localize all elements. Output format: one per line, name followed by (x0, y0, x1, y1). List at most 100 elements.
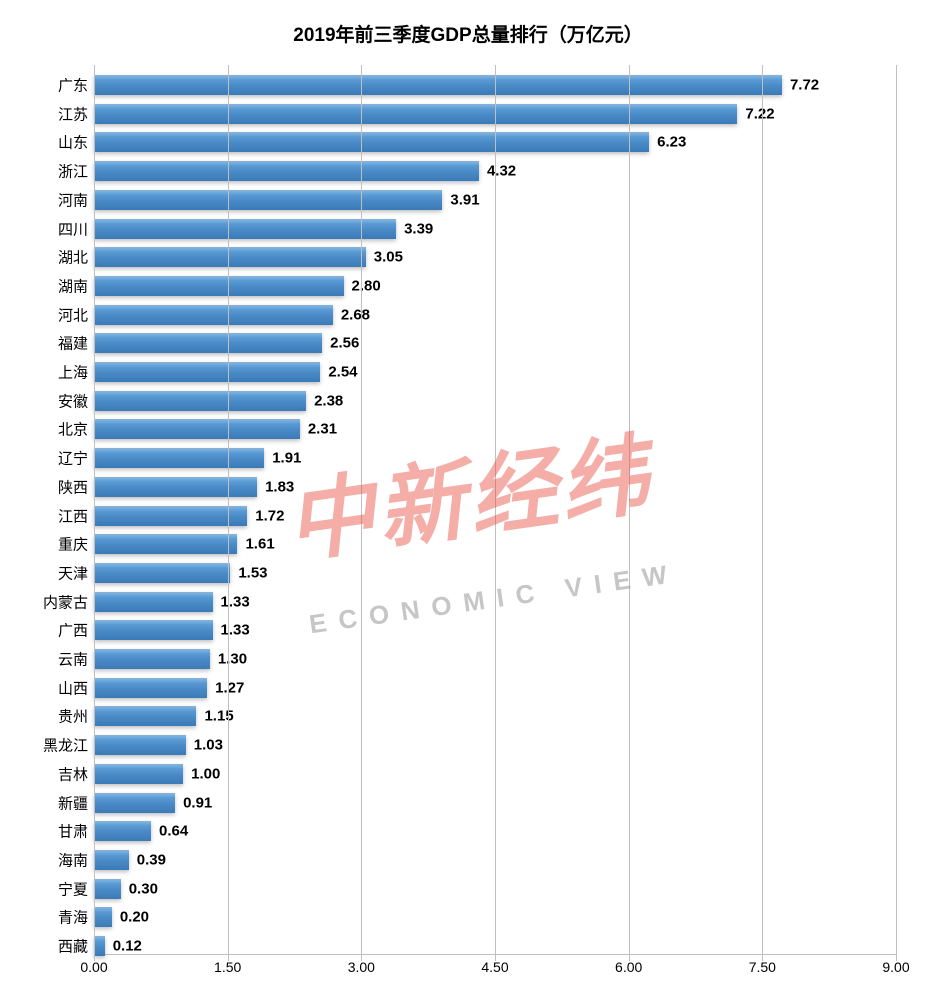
x-axis-tick-label: 7.50 (749, 959, 776, 975)
bar (94, 649, 210, 669)
bar (94, 850, 129, 870)
bar-value-label: 1.83 (265, 478, 294, 495)
bar-value-label: 7.22 (745, 105, 774, 122)
bar (94, 936, 105, 956)
y-axis-category-label: 吉林 (58, 763, 88, 784)
bar-value-label: 1.00 (191, 765, 220, 782)
bar (94, 448, 264, 468)
bar-value-label: 0.20 (120, 909, 149, 926)
y-axis-category-label: 甘肃 (58, 821, 88, 842)
y-axis-category-label: 山西 (58, 677, 88, 698)
y-axis-category-label: 陕西 (58, 476, 88, 497)
bar-value-label: 0.91 (183, 794, 212, 811)
y-axis-category-label: 河北 (58, 304, 88, 325)
bar-value-label: 1.15 (204, 708, 233, 725)
y-axis-category-label: 青海 (58, 907, 88, 928)
y-axis-category-label: 江西 (58, 505, 88, 526)
y-axis-category-label: 浙江 (58, 161, 88, 182)
x-axis-tick-label: 4.50 (481, 959, 508, 975)
y-axis-category-label: 辽宁 (58, 448, 88, 469)
y-axis-labels: 广东江苏山东浙江河南四川湖北湖南河北福建上海安徽北京辽宁陕西江西重庆天津内蒙古广… (30, 65, 94, 955)
y-axis-category-label: 山东 (58, 132, 88, 153)
bar (94, 219, 396, 239)
bar-value-label: 3.91 (450, 191, 479, 208)
bar (94, 391, 306, 411)
bar (94, 247, 366, 267)
y-axis-category-label: 四川 (58, 218, 88, 239)
bar (94, 333, 322, 353)
chart-title: 2019年前三季度GDP总量排行（万亿元） (30, 20, 906, 47)
bar-value-label: 0.64 (159, 823, 188, 840)
bar (94, 305, 333, 325)
bar-value-label: 1.33 (221, 622, 250, 639)
plot-area: 广东江苏山东浙江河南四川湖北湖南河北福建上海安徽北京辽宁陕西江西重庆天津内蒙古广… (30, 65, 906, 955)
bar (94, 506, 247, 526)
y-axis-category-label: 广西 (58, 620, 88, 641)
bar (94, 907, 112, 927)
bar-value-label: 1.53 (238, 564, 267, 581)
bar-value-label: 1.27 (215, 679, 244, 696)
bar (94, 132, 649, 152)
bar (94, 161, 479, 181)
y-axis-category-label: 北京 (58, 419, 88, 440)
bar (94, 419, 300, 439)
y-axis-category-label: 西藏 (58, 936, 88, 957)
bar-value-label: 7.72 (790, 77, 819, 94)
y-axis-category-label: 河南 (58, 189, 88, 210)
x-axis-tick-label: 6.00 (615, 959, 642, 975)
x-axis-labels: 0.001.503.004.506.007.509.00 (94, 959, 896, 979)
bar-value-label: 2.56 (330, 335, 359, 352)
y-axis-category-label: 天津 (58, 562, 88, 583)
bar-value-label: 3.39 (404, 220, 433, 237)
y-axis-category-label: 宁夏 (58, 878, 88, 899)
grid-line (896, 65, 897, 955)
y-axis-category-label: 湖北 (58, 247, 88, 268)
bar-value-label: 2.68 (341, 306, 370, 323)
bar-value-label: 0.39 (137, 851, 166, 868)
bar-value-label: 0.30 (129, 880, 158, 897)
grid-line (495, 65, 496, 955)
bar-value-label: 2.31 (308, 421, 337, 438)
bar (94, 678, 207, 698)
bar (94, 821, 151, 841)
y-axis-category-label: 安徽 (58, 390, 88, 411)
bar-value-label: 4.32 (487, 163, 516, 180)
bar (94, 706, 196, 726)
x-axis-tick-label: 9.00 (882, 959, 909, 975)
bar-value-label: 1.61 (245, 536, 274, 553)
bar-value-label: 2.38 (314, 392, 343, 409)
bar (94, 592, 213, 612)
y-axis-category-label: 江苏 (58, 103, 88, 124)
bar-value-label: 0.12 (113, 938, 142, 955)
bar-value-label: 2.54 (328, 364, 357, 381)
y-axis-category-label: 广东 (58, 75, 88, 96)
bar (94, 276, 344, 296)
y-axis-category-label: 上海 (58, 362, 88, 383)
grid-line (94, 65, 95, 955)
bar-value-label: 2.80 (352, 277, 381, 294)
bar (94, 104, 737, 124)
bar (94, 190, 442, 210)
bar (94, 534, 237, 554)
bar (94, 764, 183, 784)
y-axis-category-label: 福建 (58, 333, 88, 354)
y-axis-category-label: 云南 (58, 649, 88, 670)
x-axis-tick-label: 1.50 (214, 959, 241, 975)
bar (94, 75, 782, 95)
bar (94, 879, 121, 899)
x-axis-tick-label: 0.00 (80, 959, 107, 975)
bar (94, 563, 230, 583)
bar-value-label: 1.72 (255, 507, 284, 524)
bars-area: 7.727.226.234.323.913.393.052.802.682.56… (94, 65, 896, 955)
bar-value-label: 1.33 (221, 593, 250, 610)
x-axis-tick-label: 3.00 (348, 959, 375, 975)
grid-line (629, 65, 630, 955)
bar (94, 735, 186, 755)
bar (94, 620, 213, 640)
y-axis-category-label: 内蒙古 (43, 591, 88, 612)
chart-container: 2019年前三季度GDP总量排行（万亿元） 广东江苏山东浙江河南四川湖北湖南河北… (0, 0, 936, 1000)
bar (94, 477, 257, 497)
y-axis-category-label: 贵州 (58, 706, 88, 727)
grid-line (228, 65, 229, 955)
bar-value-label: 6.23 (657, 134, 686, 151)
